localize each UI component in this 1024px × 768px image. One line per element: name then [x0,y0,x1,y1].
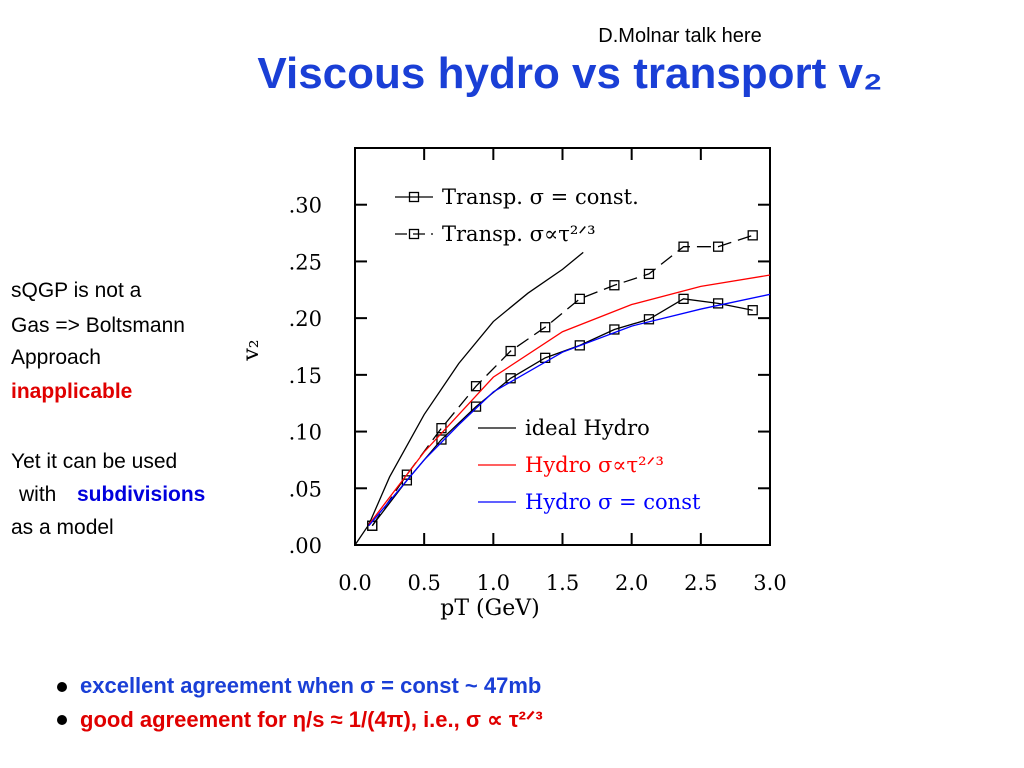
slide-title: Viscous hydro vs transport v₂ [257,49,882,98]
side-text: sQGP is not a Gas => Boltsmann Approach … [11,279,205,539]
y-tick-label: .10 [289,421,322,445]
side-line: Yet it can be used [11,450,177,473]
legend-label: Transp. σ = const. [442,185,639,209]
marker [540,322,551,333]
note: D.Molnar talk here [598,25,761,47]
y-tick-label: .00 [289,534,322,558]
series-line [368,293,771,527]
bullet-dot [57,682,67,692]
marker [678,241,689,252]
side-line: subdivisions [77,483,205,506]
side-line: Gas => Boltsmann [11,314,185,337]
legend-label: Hydro σ = const [525,490,701,514]
series-line [368,274,771,525]
y-tick-label: .15 [289,364,322,388]
bullet: good agreement for η/s ≈ 1/(4π), i.e., σ… [80,707,543,732]
marker [436,434,447,445]
marker [470,381,482,392]
series-line [371,234,753,527]
x-axis-label: pT (GeV) [440,596,539,621]
bullet-dot [57,715,67,725]
marker [643,314,655,325]
marker [505,345,516,357]
legend-label: ideal Hydro [525,416,650,440]
legend-marker [408,191,420,203]
side-line: with [18,483,56,506]
x-tick-label: 3.0 [753,571,786,595]
marker [678,293,689,305]
marker [712,241,724,252]
x-tick-label: 2.5 [684,571,717,595]
bullet: excellent agreement when σ = const ~ 47m… [80,673,541,698]
x-tick-label: 2.0 [615,571,648,595]
marker [470,401,482,412]
side-line: inapplicable [11,380,132,403]
marker [609,324,620,335]
x-tick-label: 0.5 [407,571,440,595]
y-tick-label: .25 [289,250,322,274]
legend-marker [408,228,420,240]
legend-label: Hydro σ∝τ²ᐟ³ [525,453,664,477]
marker [505,373,516,384]
marker [747,305,758,316]
side-line: as a model [11,516,114,539]
marker [574,340,585,351]
y-tick-label: .30 [289,194,322,218]
side-line: sQGP is not a [11,279,142,302]
marker [643,268,655,280]
marker [574,293,585,305]
side-line: Approach [11,346,101,369]
marker [609,280,620,291]
y-tick-label: .05 [289,477,322,501]
legend-label: Transp. σ∝τ²ᐟ³ [442,222,596,246]
x-tick-label: 1.5 [546,571,579,595]
marker [712,298,724,309]
series-line [354,251,584,546]
x-tick-label: 1.0 [477,571,510,595]
x-tick-label: 0.0 [338,571,371,595]
y-tick-label: .20 [289,307,322,331]
marker [747,230,758,241]
y-axis-label: v₂ [239,339,264,361]
